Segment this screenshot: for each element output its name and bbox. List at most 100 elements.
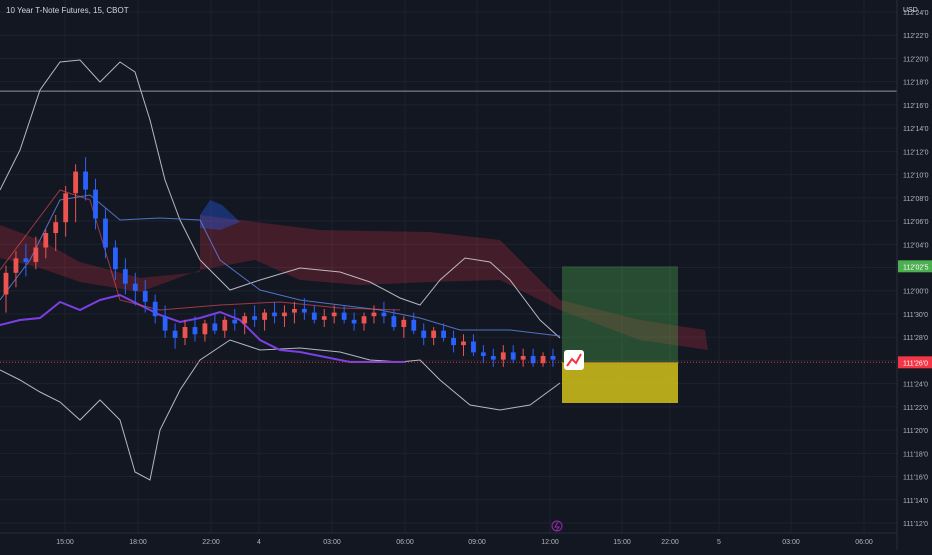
price-tick-label: 112'08'0 [903, 196, 929, 203]
candle[interactable] [73, 171, 79, 194]
candle[interactable] [520, 355, 526, 360]
candle[interactable] [401, 319, 407, 328]
candles[interactable] [3, 157, 556, 367]
candle[interactable] [461, 341, 466, 346]
price-tick-label: 111'18'0 [903, 451, 928, 458]
profit-zone[interactable] [562, 266, 678, 363]
price-tick-label: 111'12'0 [903, 521, 928, 528]
candle[interactable] [83, 171, 88, 190]
time-tick-label: 5 [717, 539, 721, 546]
price-tick-label: 111'16'0 [903, 475, 928, 482]
candle[interactable] [93, 189, 98, 219]
price-axis-bg [897, 0, 932, 550]
candle[interactable] [381, 312, 387, 317]
price-axis[interactable]: 112'24'0 112'22'0 112'20'0 112'18'0 112'16'0… [896, 0, 932, 550]
candle[interactable] [212, 323, 218, 331]
candle[interactable] [232, 319, 238, 324]
candle[interactable] [321, 316, 327, 320]
price-tick-label: 111'20'0 [903, 428, 928, 435]
price-tag-label: 112'02'5 [903, 264, 929, 271]
time-tick-label: 06:00 [396, 539, 414, 546]
candle[interactable] [282, 312, 287, 317]
candle[interactable] [311, 312, 317, 320]
candle[interactable] [152, 301, 158, 317]
candle[interactable] [292, 308, 297, 313]
time-tick-label: 12:00 [541, 539, 559, 546]
candle[interactable] [53, 222, 59, 234]
candle[interactable] [510, 352, 516, 360]
flash-icon[interactable] [551, 520, 563, 532]
candle[interactable] [23, 258, 29, 262]
candle[interactable] [3, 272, 9, 295]
price-tick-label: 111'14'0 [903, 498, 928, 505]
candle[interactable] [272, 312, 277, 317]
candle[interactable] [391, 316, 397, 328]
candle[interactable] [103, 218, 108, 248]
cloud-blue [200, 200, 240, 230]
candle[interactable] [550, 355, 556, 360]
candle[interactable] [441, 330, 446, 338]
candle[interactable] [13, 258, 19, 273]
candle[interactable] [172, 330, 178, 338]
price-tag-bg [898, 356, 932, 369]
candle[interactable] [361, 316, 367, 324]
time-tick-label: 22:00 [202, 539, 220, 546]
candle[interactable] [43, 233, 49, 248]
candle[interactable] [142, 290, 148, 302]
time-tick-label: 15:00 [56, 539, 74, 546]
candle[interactable] [530, 355, 536, 364]
lagging-line [0, 293, 405, 363]
price-tick-label: 112'20'0 [903, 56, 929, 63]
candle[interactable] [431, 330, 437, 338]
candle[interactable] [331, 312, 337, 317]
price-tag-label: 111'26'0 [903, 360, 928, 367]
candle[interactable] [411, 319, 417, 331]
candle[interactable] [113, 247, 118, 270]
candle[interactable] [202, 323, 208, 335]
badge-line [566, 353, 582, 367]
candle[interactable] [421, 330, 427, 338]
price-tick-label: 112'16'0 [903, 103, 929, 110]
price-tick-label: 112'12'0 [903, 149, 929, 156]
candle[interactable] [242, 316, 248, 324]
trend-chart-icon[interactable] [564, 350, 584, 370]
candle[interactable] [63, 193, 69, 223]
candle[interactable] [252, 316, 258, 320]
candle[interactable] [301, 308, 307, 313]
time-tick-label: 09:00 [468, 539, 486, 546]
time-axis[interactable]: 15:00 18:00 22:00 4 03:00 06:00 09:00 12:00 15:0… [0, 520, 897, 546]
price-tick-label: 112'04'0 [903, 242, 929, 249]
overlay-layer[interactable] [0, 90, 897, 403]
candle[interactable] [132, 283, 138, 291]
candle[interactable] [222, 319, 228, 331]
bollinger-upper [0, 59, 561, 339]
price-tick-label: 112'14'0 [903, 126, 929, 133]
price-tick-label: 112'06'0 [903, 219, 929, 226]
candle[interactable] [122, 269, 128, 284]
price-tag-bg [898, 260, 932, 273]
candle[interactable] [192, 327, 198, 335]
candle[interactable] [540, 355, 546, 364]
cloud-layer [0, 200, 708, 350]
candle[interactable] [471, 341, 476, 353]
price-tick-label: 112'10'0 [903, 173, 929, 180]
candle[interactable] [371, 312, 377, 317]
bollinger-lower [0, 339, 561, 481]
candle[interactable] [182, 327, 188, 338]
grid-layer [0, 0, 897, 533]
time-tick-label: 18:00 [129, 539, 147, 546]
candle[interactable] [341, 312, 347, 320]
candle[interactable] [480, 352, 486, 356]
time-tick-label: 4 [257, 539, 261, 546]
candle[interactable] [262, 312, 267, 320]
candle[interactable] [500, 352, 506, 360]
candle[interactable] [33, 247, 39, 262]
candle[interactable] [162, 316, 168, 331]
currency-label[interactable]: USD [903, 7, 918, 14]
candle[interactable] [451, 337, 456, 346]
chart-title: 10 Year T-Note Futures, 15, CBOT [6, 6, 129, 15]
candle[interactable] [351, 319, 357, 324]
candle[interactable] [490, 355, 496, 360]
